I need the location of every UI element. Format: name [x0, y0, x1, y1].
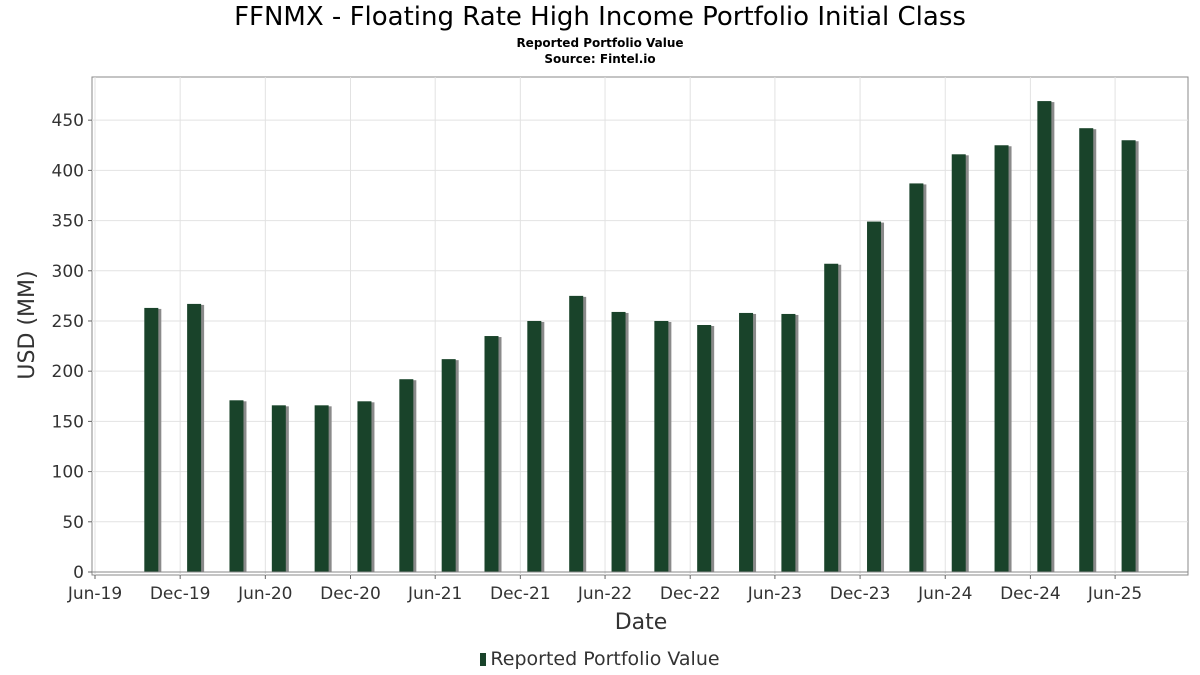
x-tick-label: Jun-21 — [407, 584, 462, 604]
legend-swatch — [480, 653, 487, 666]
x-tick-label: Dec-19 — [150, 584, 211, 604]
y-tick-label: 150 — [52, 412, 84, 432]
bar — [697, 324, 712, 572]
bar — [867, 221, 882, 573]
y-tick-label: 450 — [52, 111, 84, 131]
chart-subtitle: Reported Portfolio Value — [516, 36, 684, 50]
y-tick-label: 0 — [73, 563, 84, 583]
bar — [314, 405, 329, 572]
x-tick-label: Dec-21 — [490, 584, 551, 604]
x-tick-label: Dec-24 — [1000, 584, 1061, 604]
y-tick-label: 300 — [52, 262, 84, 282]
bar — [399, 379, 414, 572]
bar — [527, 320, 542, 572]
x-axis-title: Date — [615, 610, 668, 635]
bar — [229, 400, 244, 572]
bar — [144, 307, 159, 572]
y-tick-label: 200 — [52, 362, 84, 382]
x-axis: Jun-19 Dec-19 Jun-20 Dec-20 Jun-21 Dec-21 Jun-… — [67, 571, 1188, 604]
x-tick-label: Dec-20 — [320, 584, 381, 604]
bar — [739, 312, 754, 572]
y-axis-title: USD (MM) — [15, 270, 40, 379]
y-tick-label: 100 — [52, 463, 84, 483]
bar — [781, 313, 796, 572]
bar — [824, 263, 839, 572]
y-tick-label: 350 — [52, 212, 84, 232]
bar — [569, 295, 584, 572]
legend: Reported Portfolio Value — [0, 648, 1200, 670]
y-tick-label: 250 — [52, 312, 84, 332]
x-tick-label: Jun-23 — [747, 584, 802, 604]
plot-area — [91, 76, 1189, 576]
bar — [909, 183, 924, 572]
bar — [1121, 140, 1136, 572]
bar — [187, 303, 202, 572]
bar — [994, 145, 1009, 572]
bar — [357, 401, 372, 572]
x-tick-label: Jun-22 — [577, 584, 632, 604]
x-tick-label: Jun-19 — [67, 584, 122, 604]
bar — [1079, 128, 1094, 572]
legend-label: Reported Portfolio Value — [490, 648, 720, 670]
y-tick-label: 50 — [62, 513, 84, 533]
bar — [441, 359, 456, 572]
x-tick-label: Dec-23 — [830, 584, 891, 604]
bar — [951, 154, 966, 572]
chart-title: FFNMX - Floating Rate High Income Portfo… — [234, 2, 966, 32]
bar — [271, 405, 286, 572]
chart-source: Source: Fintel.io — [544, 52, 656, 66]
x-tick-label: Dec-22 — [660, 584, 721, 604]
y-tick-label: 400 — [52, 161, 84, 181]
x-tick-label: Jun-24 — [917, 584, 972, 604]
bar — [484, 336, 499, 572]
bar — [611, 311, 626, 572]
x-tick-label: Jun-25 — [1087, 584, 1142, 604]
bar — [654, 320, 669, 572]
bar-series — [144, 101, 1139, 573]
bar — [1037, 101, 1052, 572]
y-axis: 0 50 100 150 200 250 300 350 400 450 — [52, 111, 92, 583]
x-tick-label: Jun-20 — [237, 584, 292, 604]
